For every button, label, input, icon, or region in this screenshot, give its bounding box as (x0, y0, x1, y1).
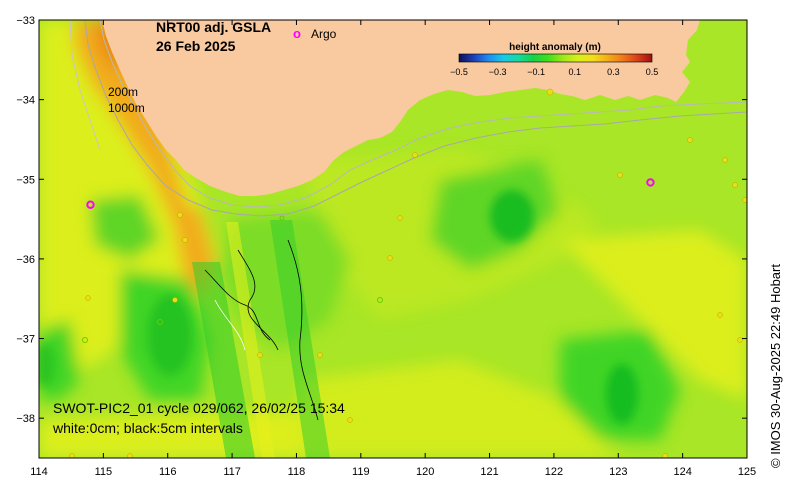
lon-tick-label: 115 (95, 466, 113, 478)
lon-tick-label: 120 (416, 466, 434, 478)
lon-tick-label: 122 (545, 466, 563, 478)
swot-swaths (192, 220, 330, 458)
swot-caption-line2: white:0cm; black:5cm intervals (52, 420, 243, 436)
lon-tick-label: 124 (673, 466, 691, 478)
lat-tick-label: −33 (16, 15, 35, 27)
colorbar-tick-label: −0.3 (489, 67, 507, 77)
contour-200m (99, 20, 747, 208)
colorbar-tick-label: 0.3 (607, 67, 620, 77)
lat-tick-label: −34 (16, 95, 35, 107)
lon-tick-label: 117 (223, 466, 241, 478)
map-plot-area (39, 20, 747, 458)
colorbar-gradient (458, 53, 653, 63)
depth-label-1000m: 1000m (108, 101, 145, 115)
colorbar-tick-label: 0.5 (646, 67, 659, 77)
lat-tick-label: −37 (16, 334, 35, 346)
imos-credit: © IMOS 30-Aug-2025 22:49 Hobart (768, 264, 783, 468)
argo-legend-label: Argo (311, 27, 337, 41)
lon-tick-label: 123 (609, 466, 627, 478)
lon-tick-label: 119 (352, 466, 370, 478)
argo-legend-marker: o (293, 26, 301, 41)
colorbar-tick-label: −0.5 (450, 67, 468, 77)
contour-1000m (84, 20, 747, 217)
colorbar-tick-label: −0.1 (527, 67, 545, 77)
argo-float-marker (86, 200, 95, 209)
lon-tick-label: 114 (30, 466, 48, 478)
lon-tick-label: 121 (480, 466, 498, 478)
colorbar-title: height anomaly (m) (509, 42, 601, 53)
land-australia (102, 20, 700, 196)
argo-floats (86, 178, 655, 209)
lat-tick-label: −36 (16, 254, 35, 266)
observation-dots (69, 88, 747, 458)
axis-ticks: 114 115 116 117 118 119 120 121 122 123 124 125 −33 −… (16, 15, 756, 478)
swot-caption-line1: SWOT-PIC2_01 cycle 029/062, 26/02/25 15:… (53, 400, 345, 416)
map-frame (38, 19, 748, 459)
lon-tick-label: 125 (738, 466, 756, 478)
lat-tick-label: −35 (16, 174, 35, 186)
colorbar: height anomaly (m) −0.5 −0.3 −0.1 0.1 0.3 0.5 (450, 42, 658, 77)
map-title-line2: 26 Feb 2025 (156, 38, 236, 54)
lon-tick-label: 118 (288, 466, 306, 478)
colorbar-tick-label: 0.1 (569, 67, 582, 77)
map-title-line1: NRT00 adj. GSLA (156, 19, 271, 35)
depth-label-200m: 200m (108, 85, 138, 99)
lat-tick-label: −38 (16, 413, 35, 425)
argo-float-marker (646, 178, 655, 187)
lon-tick-label: 116 (159, 466, 177, 478)
